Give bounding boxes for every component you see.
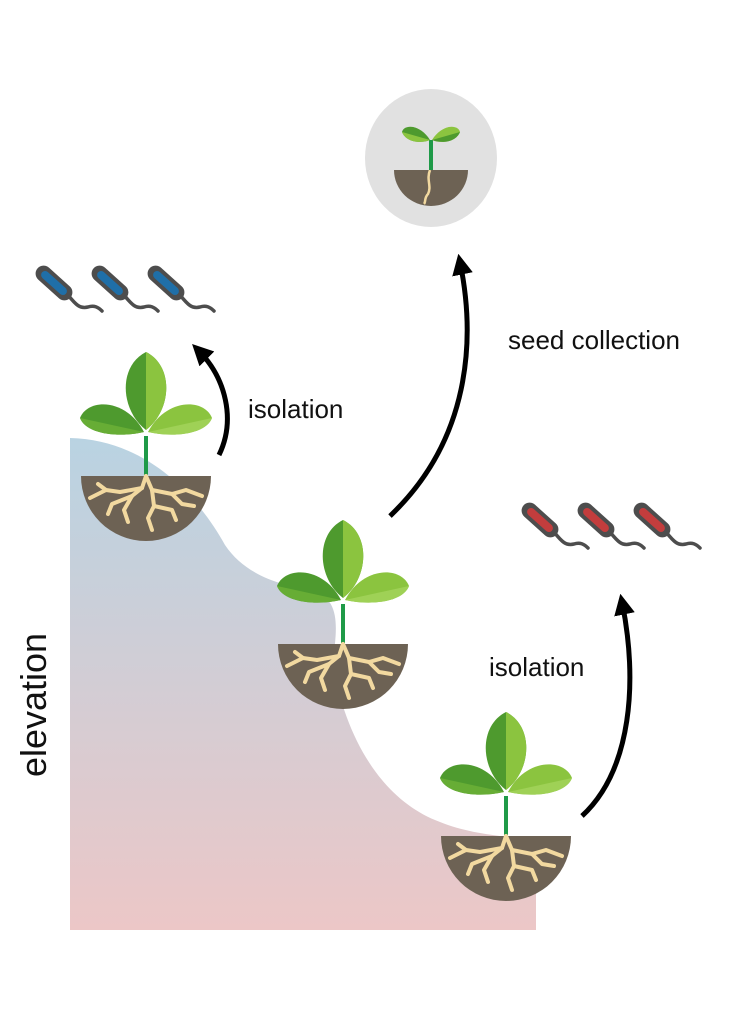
- bacterium-icon: [628, 497, 702, 550]
- bacterium-icon: [142, 260, 216, 313]
- isolation-label-top: isolation: [248, 394, 343, 424]
- plant-icon: [438, 710, 574, 903]
- arrow-icon: [192, 344, 230, 457]
- elevation-label: elevation: [13, 633, 54, 777]
- bacterium-icon: [516, 497, 590, 550]
- bacterium-icon: [30, 260, 104, 313]
- isolation-label-bottom: isolation: [489, 652, 584, 682]
- seed-collection-label: seed collection: [508, 325, 680, 355]
- arrow-icon: [388, 253, 473, 518]
- bacterium-icon: [572, 497, 646, 550]
- seedling-icon: [365, 89, 497, 227]
- bacterium-icon: [86, 260, 160, 313]
- arrow-icon: [580, 593, 635, 818]
